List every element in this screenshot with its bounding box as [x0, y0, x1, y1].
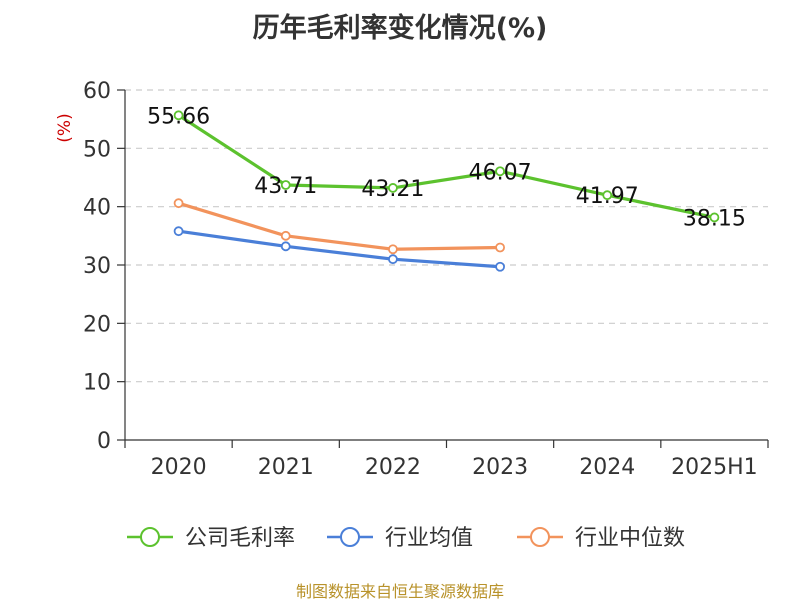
legend: 公司毛利率 行业均值 行业中位数 [127, 526, 685, 551]
data-label: 46.07 [469, 160, 532, 185]
data-point [173, 110, 184, 121]
source-note: 制图数据来自恒生聚源数据库 [295, 582, 504, 601]
data-label: 55.66 [147, 104, 210, 129]
data-point [495, 166, 505, 177]
data-point [280, 241, 291, 252]
x-tick-label: 2021 [258, 455, 314, 480]
data-point [495, 261, 505, 272]
y-axis-label: (%) [55, 113, 75, 142]
axes: 0 10 20 30 40 50 60 2020 2021 2022 2023 2024 2025H1 (… [55, 79, 769, 480]
y-tick-label: 30 [83, 254, 111, 279]
legend-label: 行业均值 [385, 526, 473, 551]
data-point [388, 183, 398, 193]
x-tick-label: 2025H1 [671, 455, 758, 480]
data-label: 38.15 [683, 206, 746, 231]
legend-marker [140, 527, 160, 547]
x-tick-label: 2023 [472, 455, 528, 480]
data-point [280, 230, 291, 241]
legend-label: 公司毛利率 [185, 526, 295, 551]
y-tick-label: 10 [83, 371, 111, 396]
legend-label: 行业中位数 [575, 526, 685, 551]
series-line [178, 229, 501, 269]
legend-marker [340, 527, 360, 547]
data-label: 43.21 [361, 177, 424, 202]
series-line [177, 113, 715, 220]
data-point [495, 242, 505, 253]
data-point [280, 180, 291, 190]
data-point [173, 226, 184, 237]
y-tick-label: 60 [83, 79, 111, 104]
data-point [388, 254, 398, 265]
series-line [178, 201, 501, 251]
data-point [388, 244, 398, 255]
y-tick-label: 20 [83, 312, 111, 337]
series-lines [173, 110, 720, 272]
y-tick-label: 50 [83, 137, 111, 162]
y-tick-label: 0 [97, 429, 111, 454]
data-labels: 55.66 43.71 43.21 46.07 41.97 38.15 [147, 104, 746, 231]
data-label: 43.71 [254, 174, 317, 199]
x-tick-label: 2024 [579, 455, 635, 480]
grid-lines [125, 89, 768, 383]
chart-title: 历年毛利率变化情况(%) [252, 13, 548, 44]
data-point [709, 212, 720, 223]
data-point [602, 190, 613, 201]
data-point [173, 198, 184, 209]
x-tick-label: 2020 [151, 455, 207, 480]
data-label: 41.97 [576, 184, 639, 209]
x-tick-label: 2022 [365, 455, 421, 480]
legend-marker [530, 527, 550, 547]
y-tick-label: 40 [83, 196, 111, 221]
